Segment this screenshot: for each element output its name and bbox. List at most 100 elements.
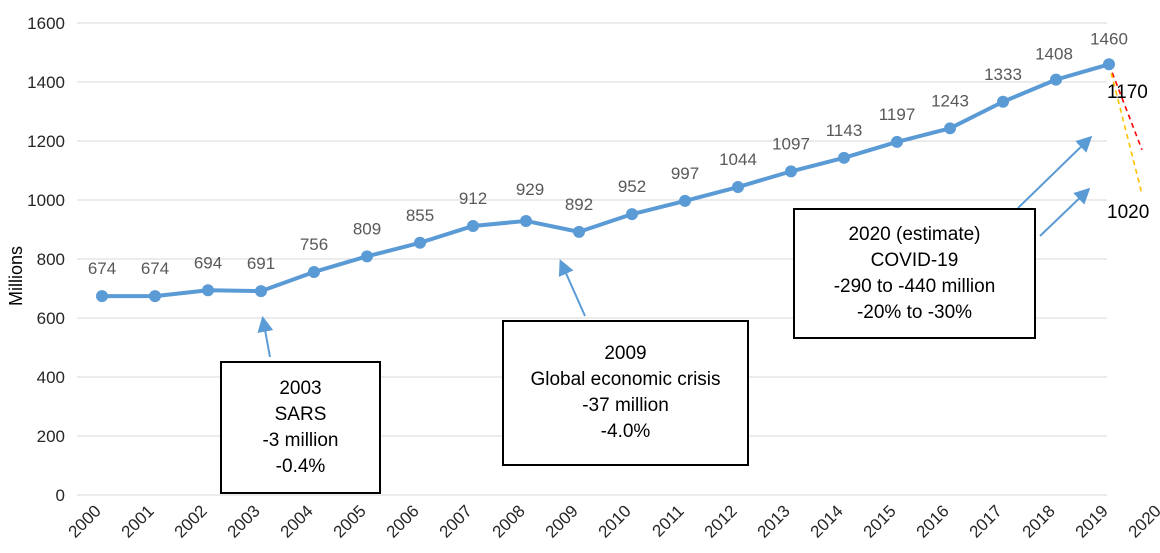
x-tick-2007: 2007: [436, 501, 476, 541]
point-2003: [255, 285, 267, 298]
x-tick-2011: 2011: [649, 501, 688, 540]
x-tick-2010: 2010: [595, 501, 635, 541]
x-axis-ticks: 2000 2001 2002 2003 2004 2005 2006 2007 2008 2009…: [65, 501, 1160, 541]
series-path: [100, 62, 1111, 299]
annotation-crisis-line-1: 2009: [604, 343, 647, 364]
x-tick-2008: 2008: [489, 501, 529, 541]
data-label-2013: 1097: [772, 134, 810, 153]
x-tick-2006: 2006: [383, 501, 423, 541]
data-label-2007: 912: [459, 189, 487, 208]
data-label-2019: 1460: [1090, 29, 1128, 48]
annotation-crisis-line-4: -4.0%: [600, 421, 651, 442]
y-tick-1400: 1400: [27, 73, 65, 92]
annotation-covid-line-3: -290 to -440 million: [833, 275, 996, 297]
y-tick-1000: 1000: [27, 191, 65, 210]
annotation-covid-line-2: COVID-19: [870, 249, 959, 271]
y-tick-1600: 1600: [27, 14, 65, 33]
x-tick-2013: 2013: [754, 501, 794, 541]
annotation-covid: 2020 (estimate) COVID-19 -290 to -440 mi…: [793, 208, 1036, 339]
point-2011: [679, 194, 691, 207]
annotation-arrows: [257, 135, 1093, 358]
x-tick-2004: 2004: [277, 501, 317, 541]
annotation-sars-line-2: SARS: [274, 403, 327, 425]
data-label-2000: 674: [88, 259, 116, 278]
x-tick-2002: 2002: [171, 501, 211, 541]
x-tick-2000: 2000: [65, 501, 105, 541]
point-2006: [414, 236, 426, 249]
point-2007: [467, 219, 479, 232]
y-tick-1200: 1200: [27, 132, 65, 151]
data-label-2005: 809: [353, 219, 381, 238]
projection-lines: [1108, 64, 1143, 195]
point-2009: [573, 225, 585, 238]
annotation-covid-line-1: 2020 (estimate): [848, 223, 981, 245]
annotation-sars: 2003 SARS -3 million -0.4%: [220, 361, 381, 494]
x-tick-2016: 2016: [913, 501, 953, 541]
x-tick-2005: 2005: [330, 501, 370, 541]
x-tick-2001: 2001: [118, 501, 158, 541]
projection-label-1170: 1170: [1107, 82, 1148, 103]
y-tick-0: 0: [56, 486, 65, 505]
y-tick-600: 600: [37, 309, 65, 328]
point-2012: [732, 181, 744, 194]
point-2015: [891, 135, 903, 148]
data-label-2001: 674: [141, 259, 169, 278]
projection-line-1170: [1108, 64, 1143, 151]
point-2019: [1103, 58, 1115, 71]
x-tick-2015: 2015: [860, 501, 900, 541]
point-2010: [626, 208, 638, 221]
point-2016: [944, 122, 956, 135]
data-label-2016: 1243: [931, 91, 969, 110]
arrow-covid-lower: [1039, 187, 1091, 237]
x-tick-2017: 2017: [966, 501, 1006, 541]
x-tick-2020: 2020: [1125, 501, 1160, 541]
y-axis-label: Millions: [6, 246, 26, 306]
point-2014: [838, 151, 850, 164]
y-tick-200: 200: [37, 427, 65, 446]
annotation-sars-line-1: 2003: [279, 377, 322, 399]
point-2000: [96, 290, 108, 303]
point-2001: [149, 290, 161, 303]
point-2008: [520, 214, 532, 227]
data-label-2012: 1044: [719, 150, 757, 169]
y-tick-800: 800: [37, 250, 65, 269]
annotation-sars-line-3: -3 million: [262, 429, 339, 451]
data-label-2006: 855: [406, 206, 434, 225]
annotation-covid-line-4: -20% to -30%: [856, 301, 973, 323]
projection-line-1020: [1108, 64, 1143, 195]
arrow-covid-upper: [1017, 135, 1093, 209]
annotation-sars-line-4: -0.4%: [275, 455, 326, 477]
data-label-2004: 756: [300, 235, 328, 254]
data-label-2015: 1197: [879, 105, 916, 124]
point-2005: [361, 250, 373, 263]
data-label-2017: 1333: [984, 65, 1022, 84]
projection-label-1020: 1020: [1107, 202, 1149, 223]
annotation-crisis: 2009 Global economic crisis -37 million …: [502, 320, 749, 466]
data-label-2009: 892: [565, 195, 593, 214]
data-label-2014: 1143: [826, 121, 863, 140]
data-label-2008: 929: [516, 180, 544, 199]
data-label-2002: 694: [194, 253, 222, 272]
data-label-2003: 691: [247, 254, 275, 273]
projection-labels: 1170 1020: [1107, 82, 1149, 223]
data-label-2018: 1408: [1035, 45, 1073, 64]
x-tick-2009: 2009: [542, 501, 582, 541]
x-tick-2003: 2003: [224, 501, 264, 541]
x-tick-2014: 2014: [807, 501, 847, 541]
point-2013: [785, 165, 797, 178]
y-axis-ticks: 0 200 400 600 800 1000 1200 1400 1600: [27, 14, 65, 505]
x-tick-2019: 2019: [1072, 501, 1112, 541]
x-tick-2018: 2018: [1019, 501, 1059, 541]
point-2002: [202, 284, 214, 297]
point-2018: [1050, 73, 1062, 86]
arrow-crisis: [558, 259, 586, 317]
annotation-crisis-line-3: -37 million: [582, 395, 669, 416]
point-2004: [308, 265, 320, 278]
data-labels: 674 674 694 691 756 809 855 912 929 892 952 997 1044…: [88, 29, 1128, 278]
y-tick-400: 400: [37, 368, 65, 387]
series-line: [96, 58, 1115, 303]
data-label-2010: 952: [618, 177, 646, 196]
point-2017: [997, 95, 1009, 108]
data-label-2011: 997: [671, 164, 699, 183]
x-tick-2012: 2012: [701, 501, 741, 541]
